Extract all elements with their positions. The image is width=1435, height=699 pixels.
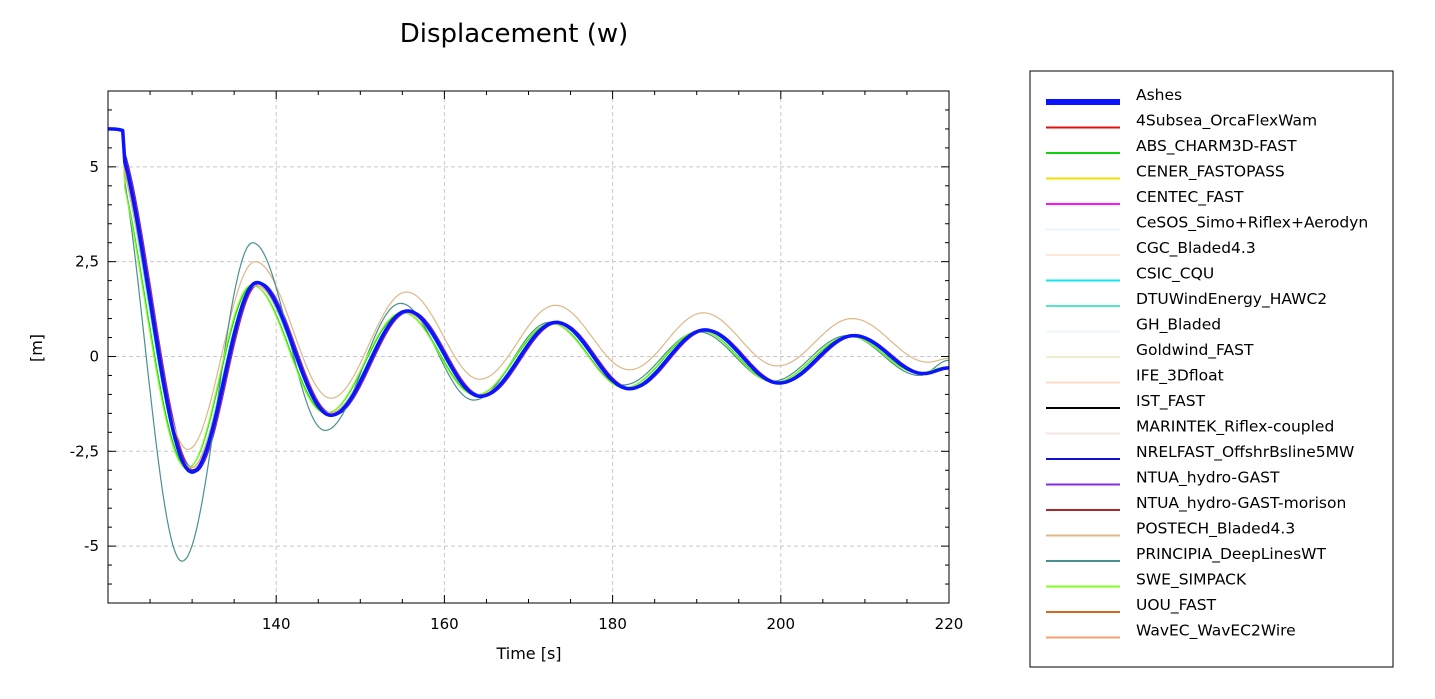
series-line-ife-3dfloat	[108, 128, 949, 470]
series-line-wavec-wavec2wire	[108, 128, 949, 469]
series-line-swe-simpack	[108, 128, 949, 470]
legend-label: 4Subsea_OrcaFlexWam	[1136, 112, 1317, 131]
series-line-ist-fast	[108, 128, 949, 471]
series-line-csic-cqu	[108, 128, 949, 468]
x-tick-label: 160	[430, 615, 459, 633]
x-tick-label: 200	[766, 615, 795, 633]
series-line-centec-fast	[108, 128, 949, 470]
legend-label: CSIC_CQU	[1136, 265, 1214, 284]
legend-label: CGC_Bladed4.3	[1136, 239, 1256, 258]
legend-label: WavEC_WavEC2Wire	[1136, 622, 1296, 641]
series-line-cener-fastopass	[108, 128, 949, 471]
y-tick-label: -2,5	[70, 442, 99, 460]
y-axis-label: [m]	[27, 334, 46, 362]
series-line-ntua-hydro-gast	[108, 128, 949, 472]
legend-label: Goldwind_FAST	[1136, 341, 1254, 360]
series-line-cgc-bladed4-3	[108, 128, 949, 470]
legend-label: IFE_3Dfloat	[1136, 367, 1224, 386]
x-tick-label: 140	[262, 615, 291, 633]
legend-label: PRINCIPIA_DeepLinesWT	[1136, 545, 1326, 564]
legend: Ashes 4Subsea_OrcaFlexWam ABS_CHARM3D-FAST…	[1029, 70, 1394, 668]
series-line-nrelfast-offshrbsline5mw	[108, 128, 949, 473]
legend-label: NRELFAST_OffshrBsline5MW	[1136, 443, 1354, 462]
y-tick-label: 0	[89, 347, 99, 365]
series-line-postech-bladed4-3	[108, 128, 949, 450]
legend-label: CENER_FASTOPASS	[1136, 163, 1285, 182]
x-tick-label: 180	[598, 615, 627, 633]
legend-label: NTUA_hydro-GAST	[1136, 469, 1280, 488]
legend-label: SWE_SIMPACK	[1136, 571, 1247, 590]
legend-box	[1029, 70, 1394, 668]
series-line-dtuwindenergy-hawc2	[108, 128, 949, 470]
series-line-principia-deeplineswt	[108, 128, 949, 562]
chart-title: Displacement (w)	[400, 19, 629, 49]
plot-area: 140 160 180 200 220 5 2,5 0 -2,5 -5	[70, 90, 964, 633]
legend-label: GH_Bladed	[1136, 316, 1221, 335]
series-line-abs-charm3d-fast	[108, 128, 949, 469]
series-line-ashes	[108, 127, 949, 474]
series-line-gh-bladed	[108, 128, 949, 470]
legend-label: POSTECH_Bladed4.3	[1136, 520, 1295, 539]
legend-label: Ashes	[1136, 86, 1182, 104]
series-lines	[108, 127, 949, 562]
legend-label: IST_FAST	[1136, 392, 1206, 411]
legend-label: CENTEC_FAST	[1136, 188, 1244, 207]
x-axis-label: Time [s]	[495, 644, 561, 663]
series-line-marintek-riflex-coupled	[108, 128, 949, 470]
y-tick-label: 2,5	[75, 253, 99, 271]
series-line-cesos-simo-riflex-aerodyn	[108, 128, 949, 470]
y-tick-label: -5	[84, 537, 99, 555]
legend-label: CeSOS_Simo+Riflex+Aerodyn	[1136, 214, 1368, 233]
series-line-ntua-hydro-gast-morison	[108, 128, 949, 472]
series-line-uou-fast	[108, 128, 949, 472]
legend-label: ABS_CHARM3D-FAST	[1136, 137, 1297, 156]
plot-frame	[107, 90, 950, 604]
legend-label: DTUWindEnergy_HAWC2	[1136, 290, 1327, 309]
x-tick-label: 220	[935, 615, 964, 633]
series-line-goldwind-fast	[108, 128, 949, 470]
series-line-4subsea-orcaflexwam	[108, 128, 949, 473]
legend-label: MARINTEK_Riflex-coupled	[1136, 418, 1334, 437]
legend-label: NTUA_hydro-GAST-morison	[1136, 494, 1346, 513]
y-tick-label: 5	[89, 158, 99, 176]
legend-label: UOU_FAST	[1136, 596, 1217, 615]
